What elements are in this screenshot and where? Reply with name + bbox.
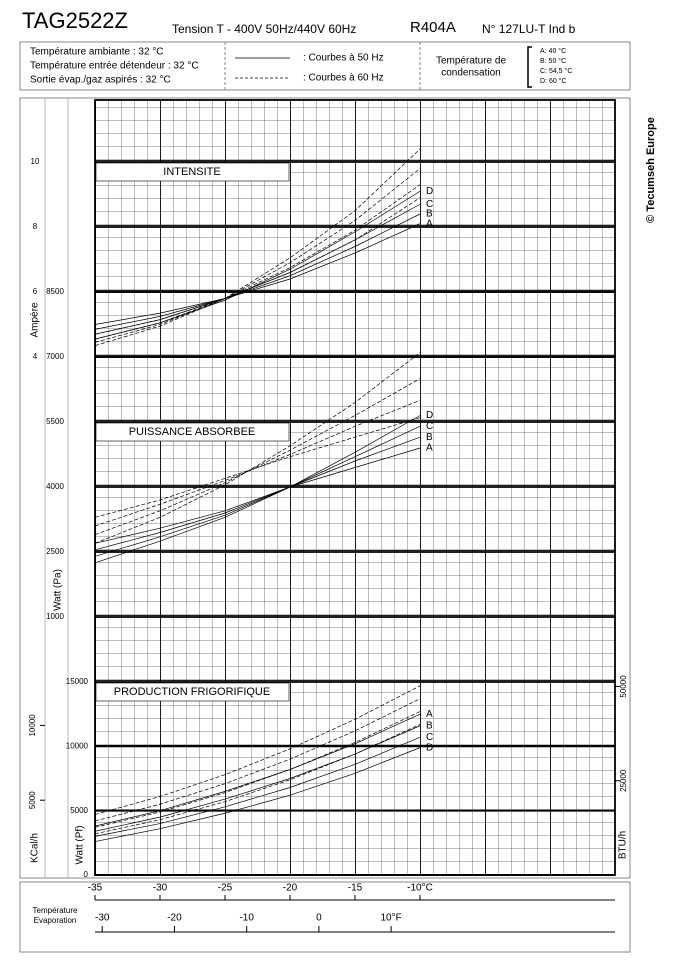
series-line [94,184,421,340]
x2-tick-label: 0 [316,913,322,924]
y-axis-label: Watt (Pa) [53,569,64,611]
condensation-item: C: 54,5 °C [540,67,572,75]
condensation-title: condensation [441,68,501,79]
series-line [94,223,421,325]
series-label: D [426,410,433,421]
condensation-item: B: 50 °C [540,57,566,65]
condensation-title: Température de [436,56,506,67]
series-line [94,747,421,842]
series-line [94,213,421,330]
y-tick-label: 8 [33,222,38,231]
x2-tick-label: -30 [95,913,110,924]
y-tick-label: 10 [31,157,40,166]
y-tick-label: 4 [33,352,38,361]
series-line [94,713,421,827]
y3-tick-label: 25000 [619,769,628,792]
info-box [19,41,631,91]
x-tick-label: -25 [218,883,233,894]
series-line [94,168,421,343]
axis-frame [19,881,631,953]
series-label: B [426,209,433,220]
y-tick-label: 10000 [66,741,89,750]
series-label: C [426,421,433,432]
series-line [94,698,421,822]
y-tick-label: 7000 [46,352,64,361]
x-axis-label: Evaporation [34,916,77,925]
series-label: D [426,186,433,197]
series-label: B [426,720,433,731]
legend-text: : Courbes à 60 Hz [303,73,384,84]
title-box [95,422,290,442]
y2-axis-label: KCal/h [30,833,41,863]
y3-tick-label: 50000 [619,675,628,698]
series-line [94,352,421,544]
condition: Sortie évap./gaz aspirés : 32 °C [30,75,171,86]
series-label: A [426,443,433,454]
series-label: D [426,742,433,753]
series-line [94,447,421,544]
y2-tick-label: 10000 [28,714,37,737]
refrigerant: R404A [410,19,456,36]
y2-tick-label: 5000 [28,791,37,809]
series-label: A [426,709,433,720]
condensation-item: A: 40 °C [540,47,566,55]
chart-title: INTENSITE [163,166,220,178]
x-tick-label: -15 [348,883,363,894]
y-axis-label: Ampère [30,302,41,337]
x-tick-label: -10°C [407,883,433,894]
x-axis-label: Température [33,906,78,915]
title-box [95,682,290,702]
series-line [94,378,421,535]
title-box [95,162,290,182]
x-tick-label: -35 [88,883,103,894]
legend-text: : Courbes à 50 Hz [303,53,384,64]
copyright: © Tecumseh Europe [645,117,657,223]
series-line [94,426,421,557]
series-label: C [426,199,433,210]
x2-tick-label: -10 [239,913,254,924]
voltage: Tension T - 400V 50Hz/440V 60Hz [172,22,356,36]
condition: Température entrée détendeur : 32 °C [30,61,199,72]
y-tick-label: 5000 [70,806,88,815]
y3-axis-label: BTU/h [618,831,629,859]
series-line [94,197,421,335]
series-line [94,417,421,518]
bracket [527,46,532,88]
series-line [94,400,421,527]
series-line [94,724,421,835]
series-line [94,737,421,837]
series-line [94,711,421,828]
y-axis-label: Watt (Pf) [75,825,86,864]
y-tick-label: 6 [33,287,38,296]
series-line [94,436,421,551]
series-line [94,148,421,346]
series-line [94,415,421,564]
series-label: A [426,218,433,229]
x2-tick-label: 10°F [380,913,401,924]
y-tick-label: 5500 [46,417,64,426]
y-tick-label: 4000 [46,482,64,491]
frame [19,97,631,879]
y-tick-label: 15000 [66,677,89,686]
plot: -35 -30 -25 -20 -15 -10°C -30 -20 -10 0 10°F Tempér… [28,148,629,932]
y-tick-label: 8500 [46,287,64,296]
y-tick-label: 1000 [46,612,64,621]
y-tick-label: 2500 [46,547,64,556]
series-label: B [426,432,433,443]
x-tick-label: -30 [153,883,168,894]
condition: Température ambiante : 32 °C [30,47,164,58]
x-tick-label: -20 [283,883,298,894]
x2-tick-label: -20 [167,913,182,924]
y-tick-label: 0 [84,870,89,879]
condensation-item: D: 60 °C [540,77,567,85]
model: TAG2522Z [22,8,128,33]
series-label: C [426,732,433,743]
series-line [94,685,421,815]
chart-title: PRODUCTION FRIGORIFIQUE [114,686,270,698]
doc-number: N° 127LU-T Ind b [482,22,576,36]
chart-title: PUISSANCE ABSORBEE [129,426,256,438]
